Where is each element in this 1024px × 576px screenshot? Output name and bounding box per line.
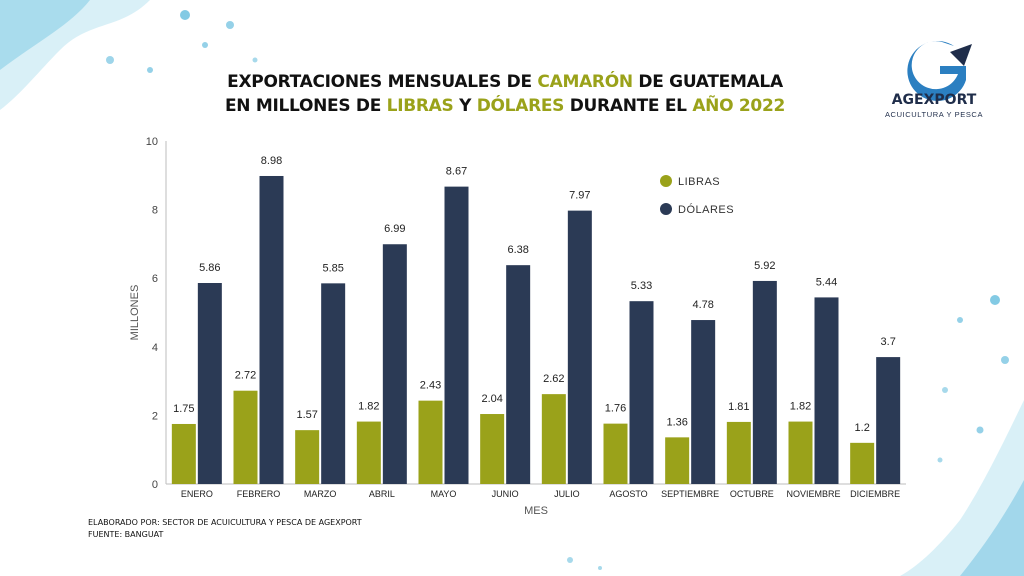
data-label: 3.7	[881, 336, 896, 348]
bar-libras	[480, 414, 505, 484]
x-tick-label: ENERO	[181, 489, 213, 499]
data-label: 6.38	[507, 244, 528, 256]
data-label: 7.97	[569, 190, 590, 202]
y-tick-label: 6	[152, 273, 158, 285]
bar-dolares	[259, 175, 284, 484]
logo-subtitle: ACUICULTURA Y PESCA	[884, 110, 984, 119]
bar-libras	[726, 421, 751, 484]
legend-marker	[660, 175, 672, 187]
data-label: 1.81	[728, 401, 749, 413]
y-tick-label: 4	[152, 342, 158, 354]
data-label: 2.62	[543, 373, 564, 385]
data-label: 8.98	[261, 155, 282, 167]
bar-libras	[356, 421, 381, 484]
footer-credit: ELABORADO POR: SECTOR DE ACUICULTURA Y P…	[88, 518, 362, 527]
data-label: 5.86	[199, 262, 220, 274]
x-axis-title: MES	[524, 505, 548, 517]
data-label: 1.82	[358, 401, 379, 413]
data-label: 6.99	[384, 223, 405, 235]
data-label: 1.75	[173, 403, 194, 415]
bar-libras	[418, 400, 443, 484]
x-tick-label: JUNIO	[492, 489, 519, 499]
bar-dolares	[382, 244, 407, 484]
bar-libras	[295, 430, 320, 484]
x-tick-label: DICIEMBRE	[850, 489, 900, 499]
x-tick-label: MARZO	[304, 489, 337, 499]
x-tick-label: NOVIEMBRE	[786, 489, 840, 499]
title-part: EXPORTACIONES MENSUALES DE	[227, 72, 538, 92]
legend-label: LIBRAS	[678, 176, 720, 188]
bar-dolares	[691, 320, 716, 484]
legend-label: DÓLARES	[678, 203, 734, 216]
data-label: 5.44	[816, 276, 837, 288]
y-axis-title: MILLONES	[129, 285, 141, 341]
title-part: EN MILLONES DE	[224, 96, 387, 116]
data-label: 8.67	[446, 166, 467, 178]
data-label: 5.85	[322, 262, 343, 274]
x-tick-label: FEBRERO	[237, 489, 281, 499]
title-highlight-camaron: CAMARÓN	[537, 72, 633, 92]
chart-title: EXPORTACIONES MENSUALES DE CAMARÓN DE GU…	[200, 70, 810, 118]
bar-libras	[850, 442, 875, 484]
y-tick-label: 10	[146, 136, 158, 148]
x-tick-label: AGOSTO	[609, 489, 647, 499]
bar-libras	[788, 421, 813, 484]
bar-dolares	[197, 283, 222, 484]
logo-name: AGEXPORT	[891, 92, 977, 108]
legend-marker	[660, 203, 672, 215]
x-tick-label: JULIO	[554, 489, 580, 499]
data-label: 1.76	[605, 403, 626, 415]
bar-libras	[541, 394, 566, 484]
data-label: 5.92	[754, 260, 775, 272]
data-label: 1.82	[790, 401, 811, 413]
bar-dolares	[567, 210, 592, 484]
bar-dolares	[444, 186, 469, 484]
bar-libras	[233, 390, 258, 484]
title-highlight-dolares: DÓLARES	[476, 96, 565, 116]
title-line-1: EXPORTACIONES MENSUALES DE CAMARÓN DE GU…	[200, 70, 810, 94]
data-label: 2.04	[481, 393, 502, 405]
data-label: 1.36	[666, 416, 687, 428]
bar-dolares	[629, 301, 654, 484]
bar-dolares	[814, 297, 839, 484]
data-label: 1.2	[855, 422, 870, 434]
title-highlight-libras: LIBRAS	[386, 96, 454, 116]
title-line-2: EN MILLONES DE LIBRAS Y DÓLARES DURANTE …	[200, 94, 810, 118]
bar-dolares	[752, 280, 777, 484]
data-label: 2.43	[420, 380, 441, 392]
x-tick-label: OCTUBRE	[730, 489, 774, 499]
bar-dolares	[876, 357, 901, 484]
bar-libras	[665, 437, 690, 484]
bar-dolares	[321, 283, 346, 484]
title-part: DURANTE EL	[564, 96, 693, 116]
x-tick-label: ABRIL	[369, 489, 395, 499]
footer: ELABORADO POR: SECTOR DE ACUICULTURA Y P…	[88, 517, 362, 541]
y-tick-label: 0	[152, 479, 158, 491]
data-label: 2.72	[235, 370, 256, 382]
agexport-g-logo-icon	[907, 40, 972, 101]
data-label: 5.33	[631, 280, 652, 292]
x-tick-label: MAYO	[431, 489, 457, 499]
footer-source: FUENTE: BANGUAT	[88, 530, 164, 539]
y-tick-label: 8	[152, 205, 158, 217]
data-label: 1.57	[296, 409, 317, 421]
title-part: DE GUATEMALA	[632, 72, 783, 92]
bar-dolares	[506, 265, 531, 484]
bar-libras	[171, 423, 196, 484]
data-label: 4.78	[692, 299, 713, 311]
title-highlight-year: AÑO 2022	[692, 96, 785, 116]
title-part: Y	[453, 96, 477, 116]
y-tick-label: 2	[152, 410, 158, 422]
x-tick-label: SEPTIEMBRE	[661, 489, 719, 499]
bar-libras	[603, 423, 628, 484]
